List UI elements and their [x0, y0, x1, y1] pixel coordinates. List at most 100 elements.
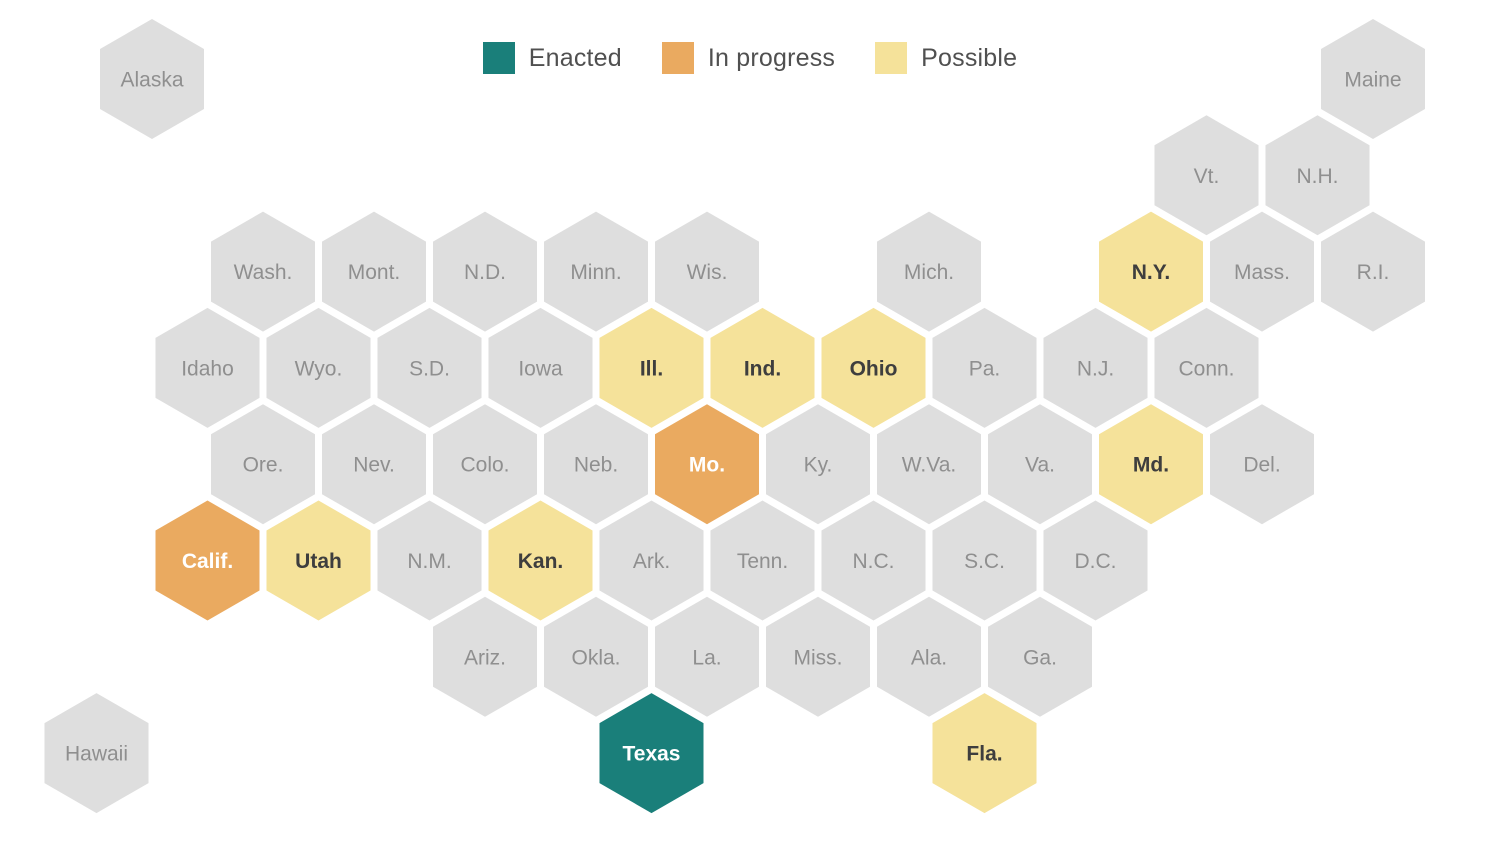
state-label: Conn.	[1178, 357, 1234, 380]
state-hex-shape	[766, 404, 870, 525]
state-label: Fla.	[966, 743, 1002, 766]
state-hex-utah: Utah	[266, 500, 371, 621]
state-hex-ark: Ark.	[599, 500, 704, 621]
state-label: N.H.	[1297, 165, 1339, 188]
state-hex-d-c: D.C.	[1043, 500, 1148, 621]
state-hex-miss: Miss.	[766, 596, 870, 717]
state-hex-neb: Neb.	[544, 404, 648, 525]
state-hex-shape	[599, 693, 704, 814]
state-label: Hawaii	[65, 743, 128, 766]
state-label: Nev.	[353, 454, 395, 477]
state-label: Md.	[1133, 454, 1169, 477]
legend-label-possible: Possible	[921, 43, 1018, 72]
state-hex-ariz: Ariz.	[433, 596, 537, 717]
state-label: S.D.	[409, 357, 450, 380]
state-hex-fla: Fla.	[932, 693, 1037, 814]
state-hex-shape	[1321, 211, 1425, 332]
state-label: Ky.	[804, 454, 833, 477]
state-hex-pa: Pa.	[932, 307, 1037, 428]
state-hex-shape	[1154, 115, 1259, 236]
state-hex-md: Md.	[1099, 404, 1203, 525]
state-hex-n-c: N.C.	[821, 500, 926, 621]
state-hex-ind: Ind.	[710, 307, 815, 428]
state-label: Ark.	[633, 550, 670, 573]
state-hex-la: La.	[655, 596, 759, 717]
state-hex-shape	[433, 596, 537, 717]
state-hex-n-h: N.H.	[1265, 115, 1370, 236]
state-label: Ill.	[640, 357, 663, 380]
state-hex-shape	[1043, 500, 1148, 621]
state-hex-idaho: Idaho	[155, 307, 260, 428]
state-hex-conn: Conn.	[1154, 307, 1259, 428]
state-label: Idaho	[181, 357, 234, 380]
state-hex-shape	[488, 500, 593, 621]
state-hex-shape	[266, 307, 371, 428]
state-hex-shape	[988, 596, 1092, 717]
state-label: Kan.	[518, 550, 564, 573]
state-hex-tenn: Tenn.	[710, 500, 815, 621]
state-label: Iowa	[518, 357, 563, 380]
state-hex-shape	[988, 404, 1092, 525]
state-hex-shape	[1099, 404, 1203, 525]
state-hex-shape	[1210, 211, 1314, 332]
state-label: W.Va.	[902, 454, 956, 477]
state-label: Calif.	[182, 550, 233, 573]
state-hex-shape	[322, 211, 426, 332]
state-hex-shape	[821, 307, 926, 428]
state-hex-shape	[44, 693, 149, 814]
state-label: Ore.	[243, 454, 284, 477]
state-label: Ga.	[1023, 646, 1057, 669]
state-label: S.C.	[964, 550, 1005, 573]
state-hex-s-d: S.D.	[377, 307, 482, 428]
legend-item-possible: Possible	[875, 42, 1017, 74]
state-label: Maine	[1344, 69, 1401, 92]
state-hex-shape	[433, 211, 537, 332]
state-hex-mo: Mo.	[655, 404, 759, 525]
state-label: Miss.	[794, 646, 843, 669]
state-hex-shape	[766, 596, 870, 717]
state-hex-shape	[377, 307, 482, 428]
state-hex-iowa: Iowa	[488, 307, 593, 428]
state-label: Mont.	[348, 261, 401, 284]
state-hex-shape	[710, 500, 815, 621]
state-hex-shape	[655, 596, 759, 717]
state-hex-w-va: W.Va.	[877, 404, 981, 525]
state-hex-va: Va.	[988, 404, 1092, 525]
state-hex-shape	[266, 500, 371, 621]
state-hex-kan: Kan.	[488, 500, 593, 621]
state-hex-maine: Maine	[1321, 19, 1425, 139]
state-hex-colo: Colo.	[433, 404, 537, 525]
legend-label-in-progress: In progress	[707, 43, 836, 72]
state-hex-shape	[932, 500, 1037, 621]
state-label: Neb.	[574, 454, 618, 477]
legend-swatch-in-progress	[661, 42, 694, 74]
state-hex-calif: Calif.	[155, 500, 260, 621]
state-hex-n-j: N.J.	[1043, 307, 1148, 428]
state-label: Ind.	[744, 357, 781, 380]
state-hex-wash: Wash.	[211, 211, 315, 332]
state-hex-shape	[544, 404, 648, 525]
state-hex-ill: Ill.	[599, 307, 704, 428]
state-label: N.J.	[1077, 357, 1114, 380]
state-hex-shape	[211, 404, 315, 525]
state-hex-shape	[322, 404, 426, 525]
state-hex-del: Del.	[1210, 404, 1314, 525]
state-label: Mo.	[689, 454, 725, 477]
state-hex-n-d: N.D.	[433, 211, 537, 332]
state-hex-shape	[155, 500, 260, 621]
state-hex-r-i: R.I.	[1321, 211, 1425, 332]
state-hex-shape	[877, 404, 981, 525]
state-hex-ala: Ala.	[877, 596, 981, 717]
state-label: Colo.	[460, 454, 509, 477]
state-hex-s-c: S.C.	[932, 500, 1037, 621]
state-hex-texas: Texas	[599, 693, 704, 814]
state-hex-shape	[655, 404, 759, 525]
state-hex-shape	[544, 596, 648, 717]
state-label: Mass.	[1234, 261, 1290, 284]
state-hex-mont: Mont.	[322, 211, 426, 332]
state-hex-ore: Ore.	[211, 404, 315, 525]
state-hex-ky: Ky.	[766, 404, 870, 525]
state-label: Va.	[1025, 454, 1055, 477]
state-label: Del.	[1243, 454, 1280, 477]
